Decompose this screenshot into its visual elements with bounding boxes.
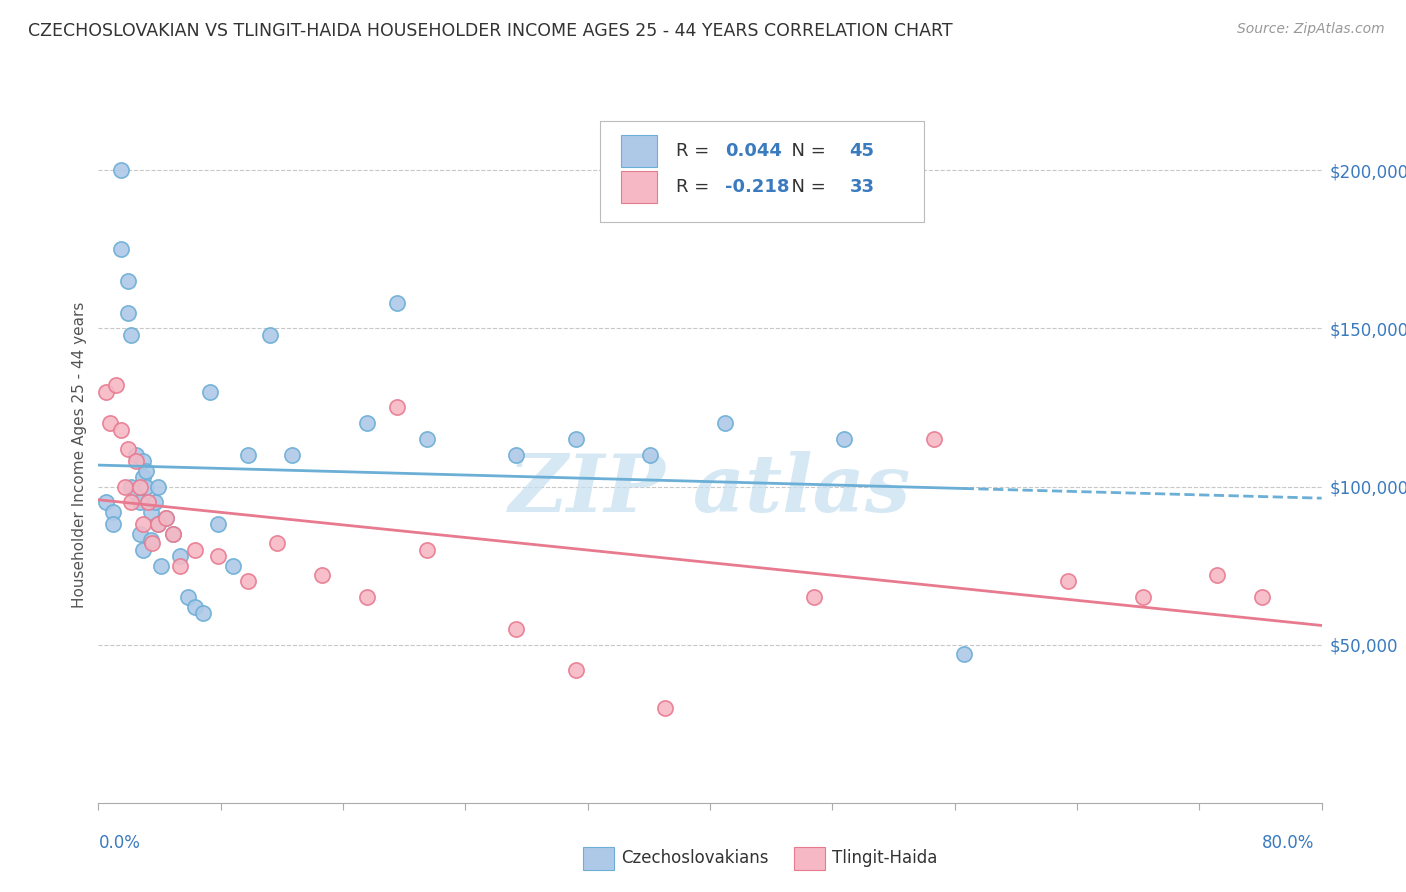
Point [385, 401, 408, 415]
Point [139, 505, 162, 519]
Point [162, 527, 184, 541]
Point [103, 517, 125, 532]
Point [311, 568, 333, 582]
Point [177, 591, 200, 605]
Text: N =: N = [780, 142, 831, 160]
Point [356, 591, 378, 605]
Point [832, 432, 855, 446]
Point [132, 517, 155, 532]
Point [132, 470, 155, 484]
Point [120, 327, 142, 342]
Text: Tlingit-Haida: Tlingit-Haida [832, 849, 938, 867]
Point [169, 558, 191, 573]
Point [110, 423, 132, 437]
Point [207, 549, 229, 563]
Point [184, 542, 207, 557]
Point [259, 327, 281, 342]
Point [803, 591, 825, 605]
Point [236, 448, 259, 462]
Point [136, 495, 159, 509]
Point [117, 274, 139, 288]
Point [565, 432, 588, 446]
Point [266, 536, 288, 550]
Point [415, 542, 437, 557]
Point [281, 448, 304, 462]
Point [125, 454, 148, 468]
Point [385, 296, 408, 310]
Point [169, 549, 191, 563]
Point [505, 622, 527, 636]
Point [117, 305, 139, 319]
Text: 80.0%: 80.0% [1263, 834, 1315, 852]
Point [129, 479, 152, 493]
Point [94, 384, 117, 399]
Point [640, 448, 662, 462]
Point [132, 454, 155, 468]
Y-axis label: Householder Income Ages 25 - 44 years: Householder Income Ages 25 - 44 years [72, 301, 87, 608]
Text: N =: N = [780, 178, 831, 196]
Text: 0.044: 0.044 [724, 142, 782, 160]
Point [103, 505, 125, 519]
Point [1057, 574, 1080, 589]
Text: Source: ZipAtlas.com: Source: ZipAtlas.com [1237, 22, 1385, 37]
Point [155, 511, 177, 525]
Point [207, 517, 229, 532]
Point [1132, 591, 1154, 605]
Point [505, 448, 527, 462]
Text: CZECHOSLOVAKIAN VS TLINGIT-HAIDA HOUSEHOLDER INCOME AGES 25 - 44 YEARS CORRELATI: CZECHOSLOVAKIAN VS TLINGIT-HAIDA HOUSEHO… [28, 22, 953, 40]
Point [132, 542, 155, 557]
Point [94, 495, 117, 509]
Point [922, 432, 945, 446]
FancyBboxPatch shape [600, 121, 924, 222]
Point [184, 599, 207, 614]
Point [356, 417, 378, 431]
Point [654, 701, 676, 715]
Point [120, 495, 142, 509]
Point [135, 464, 157, 478]
Text: ZIP atlas: ZIP atlas [509, 451, 911, 528]
Point [146, 517, 169, 532]
Point [150, 558, 173, 573]
Point [146, 479, 169, 493]
Point [221, 558, 243, 573]
Point [415, 432, 437, 446]
Text: 33: 33 [849, 178, 875, 196]
Point [105, 378, 128, 392]
Text: 45: 45 [849, 142, 875, 160]
Point [191, 606, 214, 620]
Point [120, 479, 142, 493]
Point [1206, 568, 1229, 582]
Point [139, 533, 162, 548]
Point [98, 417, 121, 431]
Point [117, 442, 139, 456]
Point [110, 163, 132, 178]
Point [129, 495, 152, 509]
FancyBboxPatch shape [620, 136, 658, 167]
Point [236, 574, 259, 589]
Point [125, 448, 148, 462]
Point [565, 663, 588, 677]
Text: 0.0%: 0.0% [98, 834, 141, 852]
Text: R =: R = [676, 142, 714, 160]
Point [146, 517, 169, 532]
Point [143, 495, 166, 509]
Point [114, 479, 136, 493]
Point [952, 647, 974, 661]
Point [162, 527, 184, 541]
Point [141, 536, 163, 550]
Text: -0.218: -0.218 [724, 178, 789, 196]
FancyBboxPatch shape [620, 171, 658, 202]
Point [129, 527, 152, 541]
Text: Czechoslovakians: Czechoslovakians [621, 849, 769, 867]
Point [155, 511, 177, 525]
Point [125, 486, 148, 500]
Text: R =: R = [676, 178, 714, 196]
Point [1251, 591, 1274, 605]
Point [200, 384, 222, 399]
Point [110, 243, 132, 257]
Point [135, 479, 157, 493]
Point [714, 417, 737, 431]
